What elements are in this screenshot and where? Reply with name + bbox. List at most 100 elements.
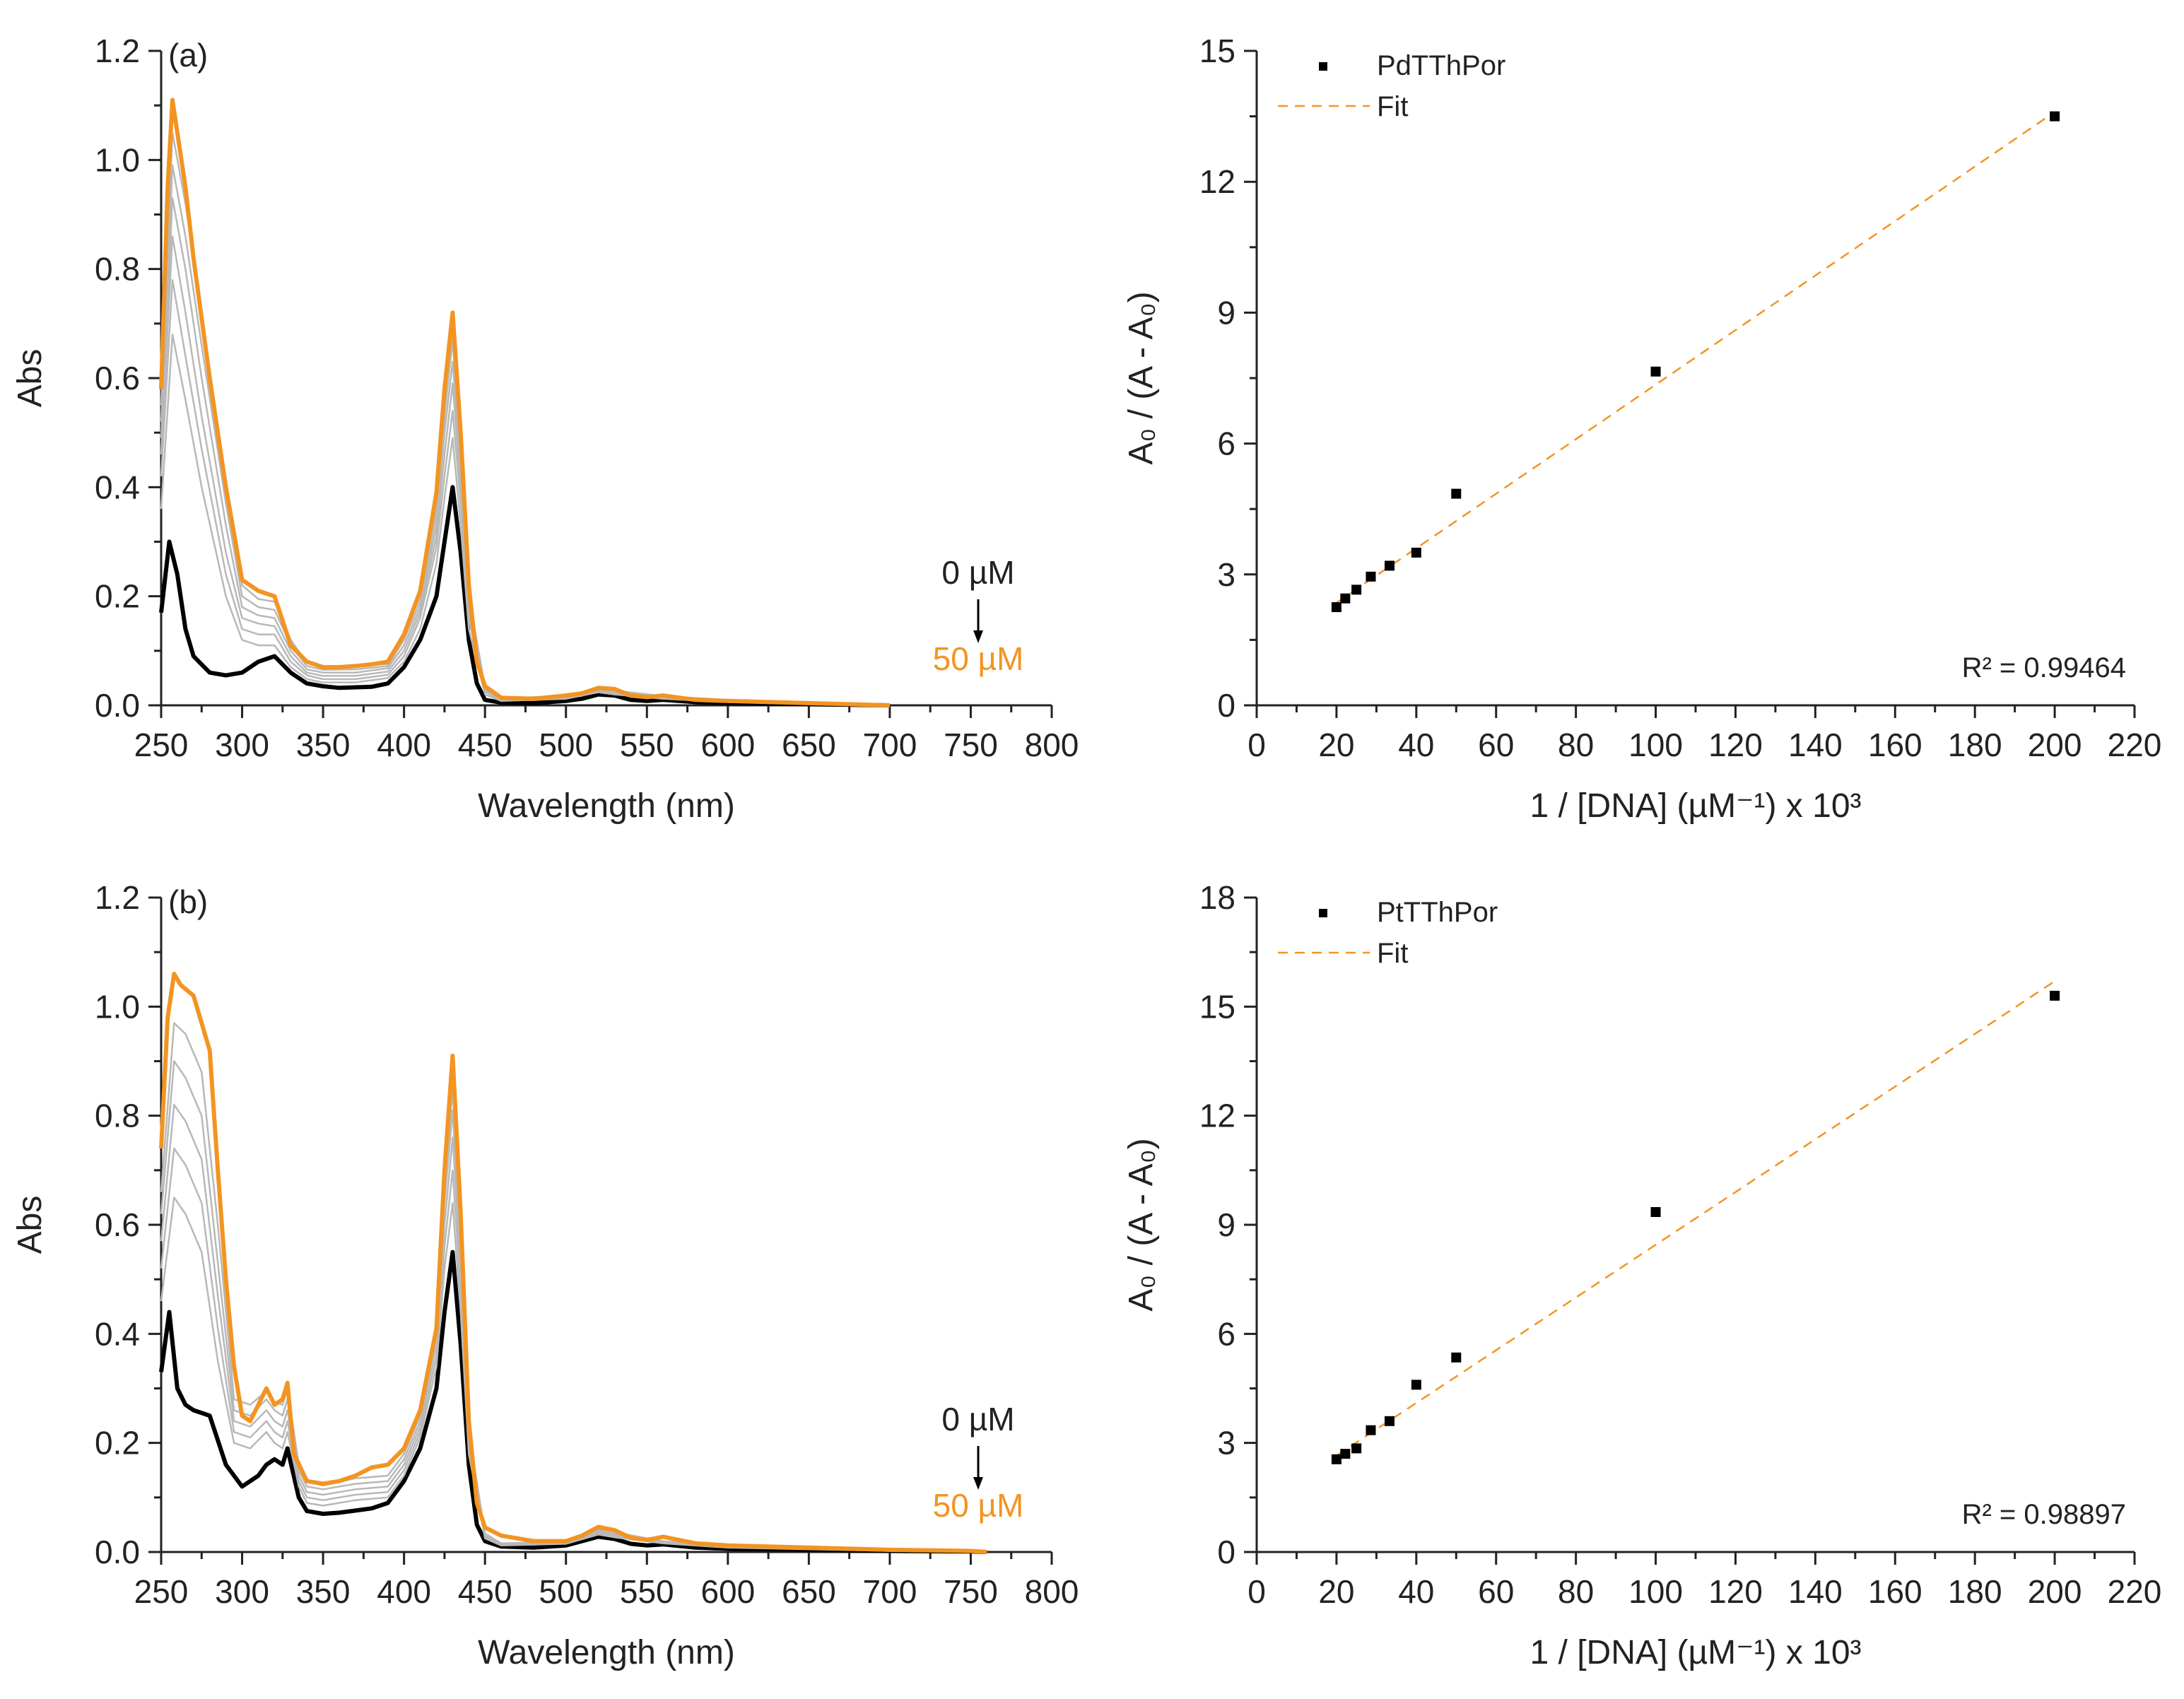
x-tick-label: 550: [620, 727, 674, 763]
x-tick-label: 700: [863, 727, 917, 763]
data-point: [2050, 990, 2060, 1001]
x-tick-label: 80: [1558, 1573, 1594, 1610]
y-axis-label: Abs: [11, 1196, 49, 1254]
y-axis-label: A₀ / (A - A₀): [1122, 291, 1160, 464]
series-line: [159, 972, 987, 1554]
series-line: [160, 334, 890, 707]
x-tick-label: 700: [863, 1573, 917, 1610]
x-tick-label: 80: [1558, 727, 1594, 763]
series-line: [160, 1197, 971, 1553]
data-point: [1650, 366, 1661, 377]
x-tick-label: 650: [782, 1573, 836, 1610]
x-tick-label: 750: [944, 727, 998, 763]
x-axis-label: Wavelength (nm): [478, 1634, 735, 1671]
y-tick-label: 0.4: [95, 469, 140, 505]
x-tick-label: 0: [1247, 727, 1266, 763]
y-axis-label: A₀ / (A - A₀): [1122, 1138, 1160, 1311]
x-tick-label: 100: [1628, 1573, 1683, 1610]
data-point: [1650, 1206, 1661, 1217]
chart-a-spectra: 250 300 350 400 450 500 550 600 650 700 750 800 0.0 0…: [11, 33, 1079, 825]
x-tick-label: 250: [134, 727, 189, 763]
series-line: [159, 1250, 987, 1554]
x-tick-label: 140: [1788, 727, 1843, 763]
y-tick-label: 0.8: [95, 1098, 140, 1134]
x-tick-label: 60: [1478, 1573, 1514, 1610]
x-tick-label: 600: [700, 1573, 755, 1610]
x-tick-label: 650: [782, 727, 836, 763]
x-tick-label: 40: [1398, 1573, 1434, 1610]
legend-point-marker: [1319, 62, 1327, 71]
y-tick-label: 1.0: [95, 988, 140, 1025]
data-point: [1451, 1352, 1462, 1363]
legend-fit-label: Fit: [1377, 938, 1408, 969]
y-tick-label: 0: [1217, 687, 1235, 724]
x-tick-label: 160: [1868, 1573, 1922, 1610]
x-axis-label: Wavelength (nm): [478, 787, 735, 825]
y-tick-label: 0.6: [95, 1206, 140, 1243]
data-point: [1366, 571, 1376, 582]
data-point: [1351, 1443, 1362, 1454]
y-tick-label: 9: [1217, 1206, 1235, 1243]
x-tick-label: 200: [2028, 1573, 2082, 1610]
x-tick-label: 800: [1025, 1573, 1079, 1610]
annotation-start-label: 0 µM: [941, 1401, 1014, 1438]
legend-points-label: PtTThPor: [1377, 897, 1498, 928]
x-tick-label: 250: [134, 1573, 189, 1610]
x-tick-label: 400: [377, 1573, 431, 1610]
x-tick-label: 160: [1868, 727, 1922, 763]
y-tick-label: 0.2: [95, 1425, 140, 1462]
x-tick-label: 400: [377, 727, 431, 763]
x-tick-label: 450: [458, 727, 512, 763]
x-tick-label: 500: [539, 1573, 593, 1610]
y-tick-label: 0.0: [95, 1534, 140, 1570]
y-tick-label: 6: [1217, 425, 1235, 462]
x-tick-label: 450: [458, 1573, 512, 1610]
y-tick-label: 1.0: [95, 141, 140, 178]
data-point: [1411, 1380, 1421, 1390]
fit-line: [1336, 111, 2055, 604]
data-point: [1331, 1454, 1341, 1464]
y-tick-label: 18: [1199, 879, 1235, 916]
y-tick-label: 12: [1199, 163, 1235, 200]
chart-b-spectra: 250 300 350 400 450 500 550 600 650 700 750 800 0.0 0…: [11, 879, 1079, 1671]
y-tick-label: 15: [1199, 33, 1235, 69]
x-tick-label: 40: [1398, 727, 1434, 763]
y-tick-label: 3: [1217, 556, 1235, 593]
x-tick-label: 350: [296, 727, 351, 763]
x-tick-label: 750: [944, 1573, 998, 1610]
data-point: [1366, 1425, 1376, 1435]
data-point: [1411, 547, 1421, 558]
y-tick-label: 0.0: [95, 687, 140, 724]
y-tick-label: 0.4: [95, 1315, 140, 1352]
legend-fit-label: Fit: [1377, 91, 1408, 122]
y-tick-label: 0.6: [95, 360, 140, 396]
x-tick-label: 100: [1628, 727, 1683, 763]
data-point: [1384, 1416, 1395, 1426]
y-tick-label: 9: [1217, 294, 1235, 331]
annotation-arrow-head: [973, 630, 983, 643]
series-line: [160, 1147, 971, 1553]
x-tick-label: 550: [620, 1573, 674, 1610]
y-tick-label: 3: [1217, 1425, 1235, 1462]
x-tick-label: 20: [1318, 1573, 1354, 1610]
x-tick-label: 800: [1025, 727, 1079, 763]
chart-b-fit: 0 20 40 60 80 100 120 140 160 180 200 220 0 3 6 9 12 15 18…: [1122, 879, 2161, 1671]
x-tick-label: 500: [539, 727, 593, 763]
x-tick-label: 0: [1247, 1573, 1266, 1610]
r-squared-label: R² = 0.99464: [1962, 652, 2126, 683]
x-tick-label: 60: [1478, 727, 1514, 763]
x-tick-label: 220: [2108, 727, 2162, 763]
y-axis-label: Abs: [11, 349, 49, 408]
data-point: [1340, 593, 1351, 604]
x-tick-label: 300: [215, 1573, 269, 1610]
series-line: [160, 1103, 971, 1553]
x-tick-label: 180: [1948, 727, 2002, 763]
series-line: [160, 1060, 971, 1553]
fit-line: [1336, 980, 2055, 1457]
series-line: [160, 278, 890, 707]
y-tick-label: 0: [1217, 1534, 1235, 1570]
annotation-arrow-head: [973, 1477, 983, 1490]
y-tick-label: 6: [1217, 1315, 1235, 1352]
legend-points-label: PdTThPor: [1377, 50, 1505, 81]
y-tick-label: 1.2: [95, 879, 140, 916]
